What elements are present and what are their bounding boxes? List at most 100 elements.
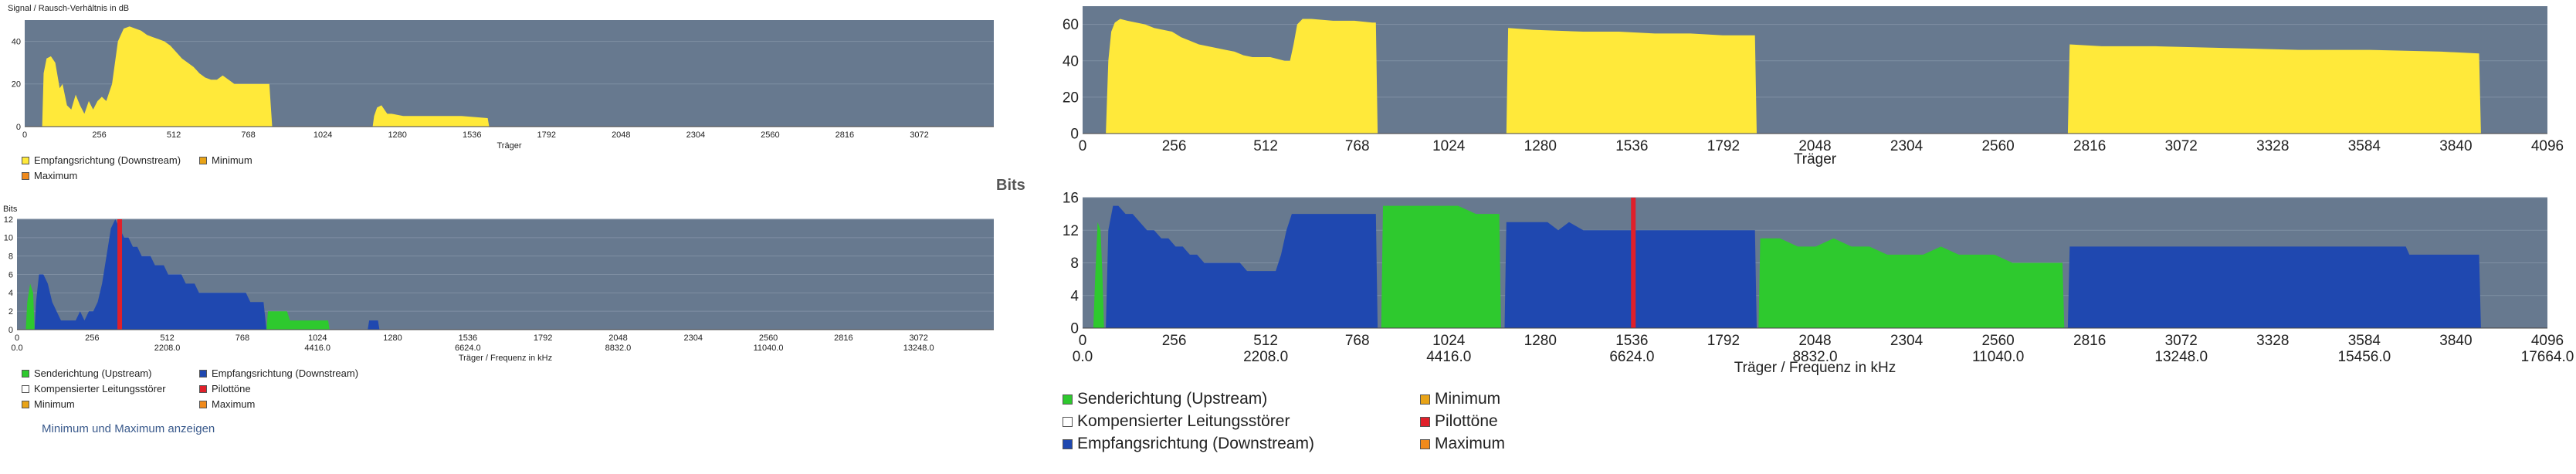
x-tick-label: 512 bbox=[167, 130, 181, 140]
x-tick-label: 4096 bbox=[2531, 333, 2564, 349]
x-tick-label: 512 bbox=[1253, 333, 1278, 349]
legend-label: Pilottöne bbox=[212, 383, 251, 394]
x-tick-label: 3328 bbox=[2256, 138, 2289, 154]
x-tick-label: 512 bbox=[160, 333, 174, 343]
right-snr-chart: 0 20 40 60 0 256 512 768 1024 1280 1536 1792 2048 230… bbox=[1063, 6, 2564, 168]
legend-swatch bbox=[22, 369, 29, 378]
x-tick-label: 0 bbox=[22, 130, 27, 140]
x-tick-label: 2304 bbox=[1890, 333, 1924, 349]
x-tick-label: 3072 bbox=[2165, 333, 2198, 349]
legend-item: Maximum bbox=[22, 170, 77, 181]
legend-label: Empfangsrichtung (Downstream) bbox=[1077, 435, 1314, 452]
legend-swatch bbox=[199, 156, 207, 164]
legend-item: Pilottöne bbox=[1420, 412, 1498, 431]
x-tick-label: 1280 bbox=[1524, 333, 1557, 349]
series-area bbox=[1504, 222, 1757, 328]
series-area bbox=[368, 320, 380, 330]
left-snr-chart: 0 20 40 0 256 512 768 1024 1280 1536 1792 2048 2304 2… bbox=[8, 4, 994, 151]
legend-item: Empfangsrichtung (Downstream) bbox=[22, 154, 181, 166]
x-tick-label: 1280 bbox=[388, 130, 406, 140]
y-tick-label: 10 bbox=[4, 234, 13, 243]
x-tick-label: 2304 bbox=[686, 130, 705, 140]
x-axis-title: Träger bbox=[1794, 151, 1837, 168]
x-tick-label: 1024 bbox=[1432, 138, 1466, 154]
x-tick-label: 256 bbox=[92, 130, 106, 140]
legend-label: Maximum bbox=[212, 398, 256, 410]
legend-label: Kompensierter Leitungsstörer bbox=[34, 383, 166, 394]
x-tick-label: 0 bbox=[15, 333, 19, 343]
series-area bbox=[34, 219, 267, 330]
legend-swatch bbox=[1420, 394, 1430, 405]
y-tick-label: 0 bbox=[16, 123, 21, 132]
x-tick-label: 2816 bbox=[2073, 333, 2106, 349]
x-tick-label: 2304 bbox=[1890, 138, 1924, 154]
x-tick-label: 2560 bbox=[761, 130, 779, 140]
x-freq-label: 11040.0 bbox=[754, 344, 784, 353]
legend-label: Empfangsrichtung (Downstream) bbox=[212, 367, 359, 379]
x-freq-label: 2208.0 bbox=[1243, 349, 1288, 365]
y-tick-label: 2 bbox=[8, 307, 13, 317]
legend-swatch bbox=[199, 384, 207, 393]
x-tick-label: 1792 bbox=[537, 130, 556, 140]
x-axis-title: Träger bbox=[497, 141, 522, 151]
x-tick-label: 1024 bbox=[1432, 333, 1466, 349]
legend-swatch bbox=[22, 156, 29, 164]
legend-swatch bbox=[1063, 416, 1073, 427]
y-tick-label: 8 bbox=[8, 252, 13, 262]
x-axis-title: Träger / Frequenz in kHz bbox=[1734, 360, 1896, 376]
series-area bbox=[2067, 246, 2481, 328]
legend-swatch bbox=[199, 369, 207, 378]
x-tick-label: 1280 bbox=[1524, 138, 1557, 154]
x-tick-label: 2048 bbox=[612, 130, 630, 140]
x-tick-label: 3072 bbox=[2165, 138, 2198, 154]
x-freq-label: 15456.0 bbox=[2338, 349, 2391, 365]
snr-area bbox=[1106, 19, 2481, 134]
legend-item: Empfangsrichtung (Downstream) bbox=[1063, 435, 1314, 453]
y-axis-title: Bits bbox=[3, 205, 18, 214]
x-tick-label: 1536 bbox=[1615, 138, 1648, 154]
x-tick-label: 1536 bbox=[1615, 333, 1648, 349]
x-tick-label: 768 bbox=[241, 130, 255, 140]
legend-item: Kompensierter Leitungsstörer bbox=[1063, 412, 1290, 431]
x-tick-label: 1536 bbox=[463, 130, 481, 140]
x-tick-label: 2560 bbox=[759, 333, 778, 343]
y-tick-label: 0 bbox=[1070, 127, 1079, 143]
x-tick-label: 2560 bbox=[1981, 333, 2014, 349]
x-tick-label: 1280 bbox=[383, 333, 402, 343]
x-freq-label: 13248.0 bbox=[903, 344, 934, 353]
y-tick-label: 0 bbox=[1070, 321, 1079, 337]
x-tick-label: 768 bbox=[1345, 333, 1370, 349]
legend-item: Maximum bbox=[1420, 435, 1505, 453]
x-tick-label: 1024 bbox=[314, 130, 332, 140]
x-tick-label: 256 bbox=[1162, 333, 1187, 349]
legend-item: Empfangsrichtung (Downstream) bbox=[199, 367, 358, 379]
legend-item: Senderichtung (Upstream) bbox=[22, 367, 151, 379]
legend-label: Kompensierter Leitungsstörer bbox=[1077, 412, 1290, 430]
x-tick-label: 256 bbox=[85, 333, 99, 343]
x-freq-label: 17664.0 bbox=[2521, 349, 2574, 365]
x-tick-label: 768 bbox=[1345, 138, 1370, 154]
x-freq-label: 2208.0 bbox=[154, 344, 181, 353]
x-freq-label: 11040.0 bbox=[1972, 349, 2024, 365]
y-tick-label: 60 bbox=[1063, 17, 1079, 33]
y-tick-label: 20 bbox=[12, 80, 21, 90]
legend-label: Senderichtung (Upstream) bbox=[34, 367, 152, 379]
x-freq-label: 8832.0 bbox=[605, 344, 632, 353]
x-freq-label: 0.0 bbox=[11, 344, 22, 353]
legend-item: Minimum bbox=[1420, 390, 1500, 408]
cropped-bits-label: Bits bbox=[996, 177, 1025, 194]
x-freq-label: 4416.0 bbox=[1426, 349, 1471, 365]
x-tick-label: 4096 bbox=[2531, 138, 2564, 154]
legend-swatch bbox=[1063, 394, 1073, 405]
legend-swatch bbox=[22, 171, 29, 180]
x-tick-label: 0 bbox=[1079, 333, 1087, 349]
legend-item: Minimum bbox=[199, 154, 253, 166]
x-freq-label: 4416.0 bbox=[304, 344, 330, 353]
legend-item: Kompensierter Leitungsstörer bbox=[22, 383, 166, 394]
y-tick-label: 40 bbox=[1063, 53, 1079, 69]
show-min-max-link[interactable]: Minimum und Maximum anzeigen bbox=[42, 422, 215, 435]
x-tick-label: 2304 bbox=[684, 333, 703, 343]
legend-label: Maximum bbox=[34, 170, 78, 181]
x-tick-label: 3584 bbox=[2348, 138, 2381, 154]
